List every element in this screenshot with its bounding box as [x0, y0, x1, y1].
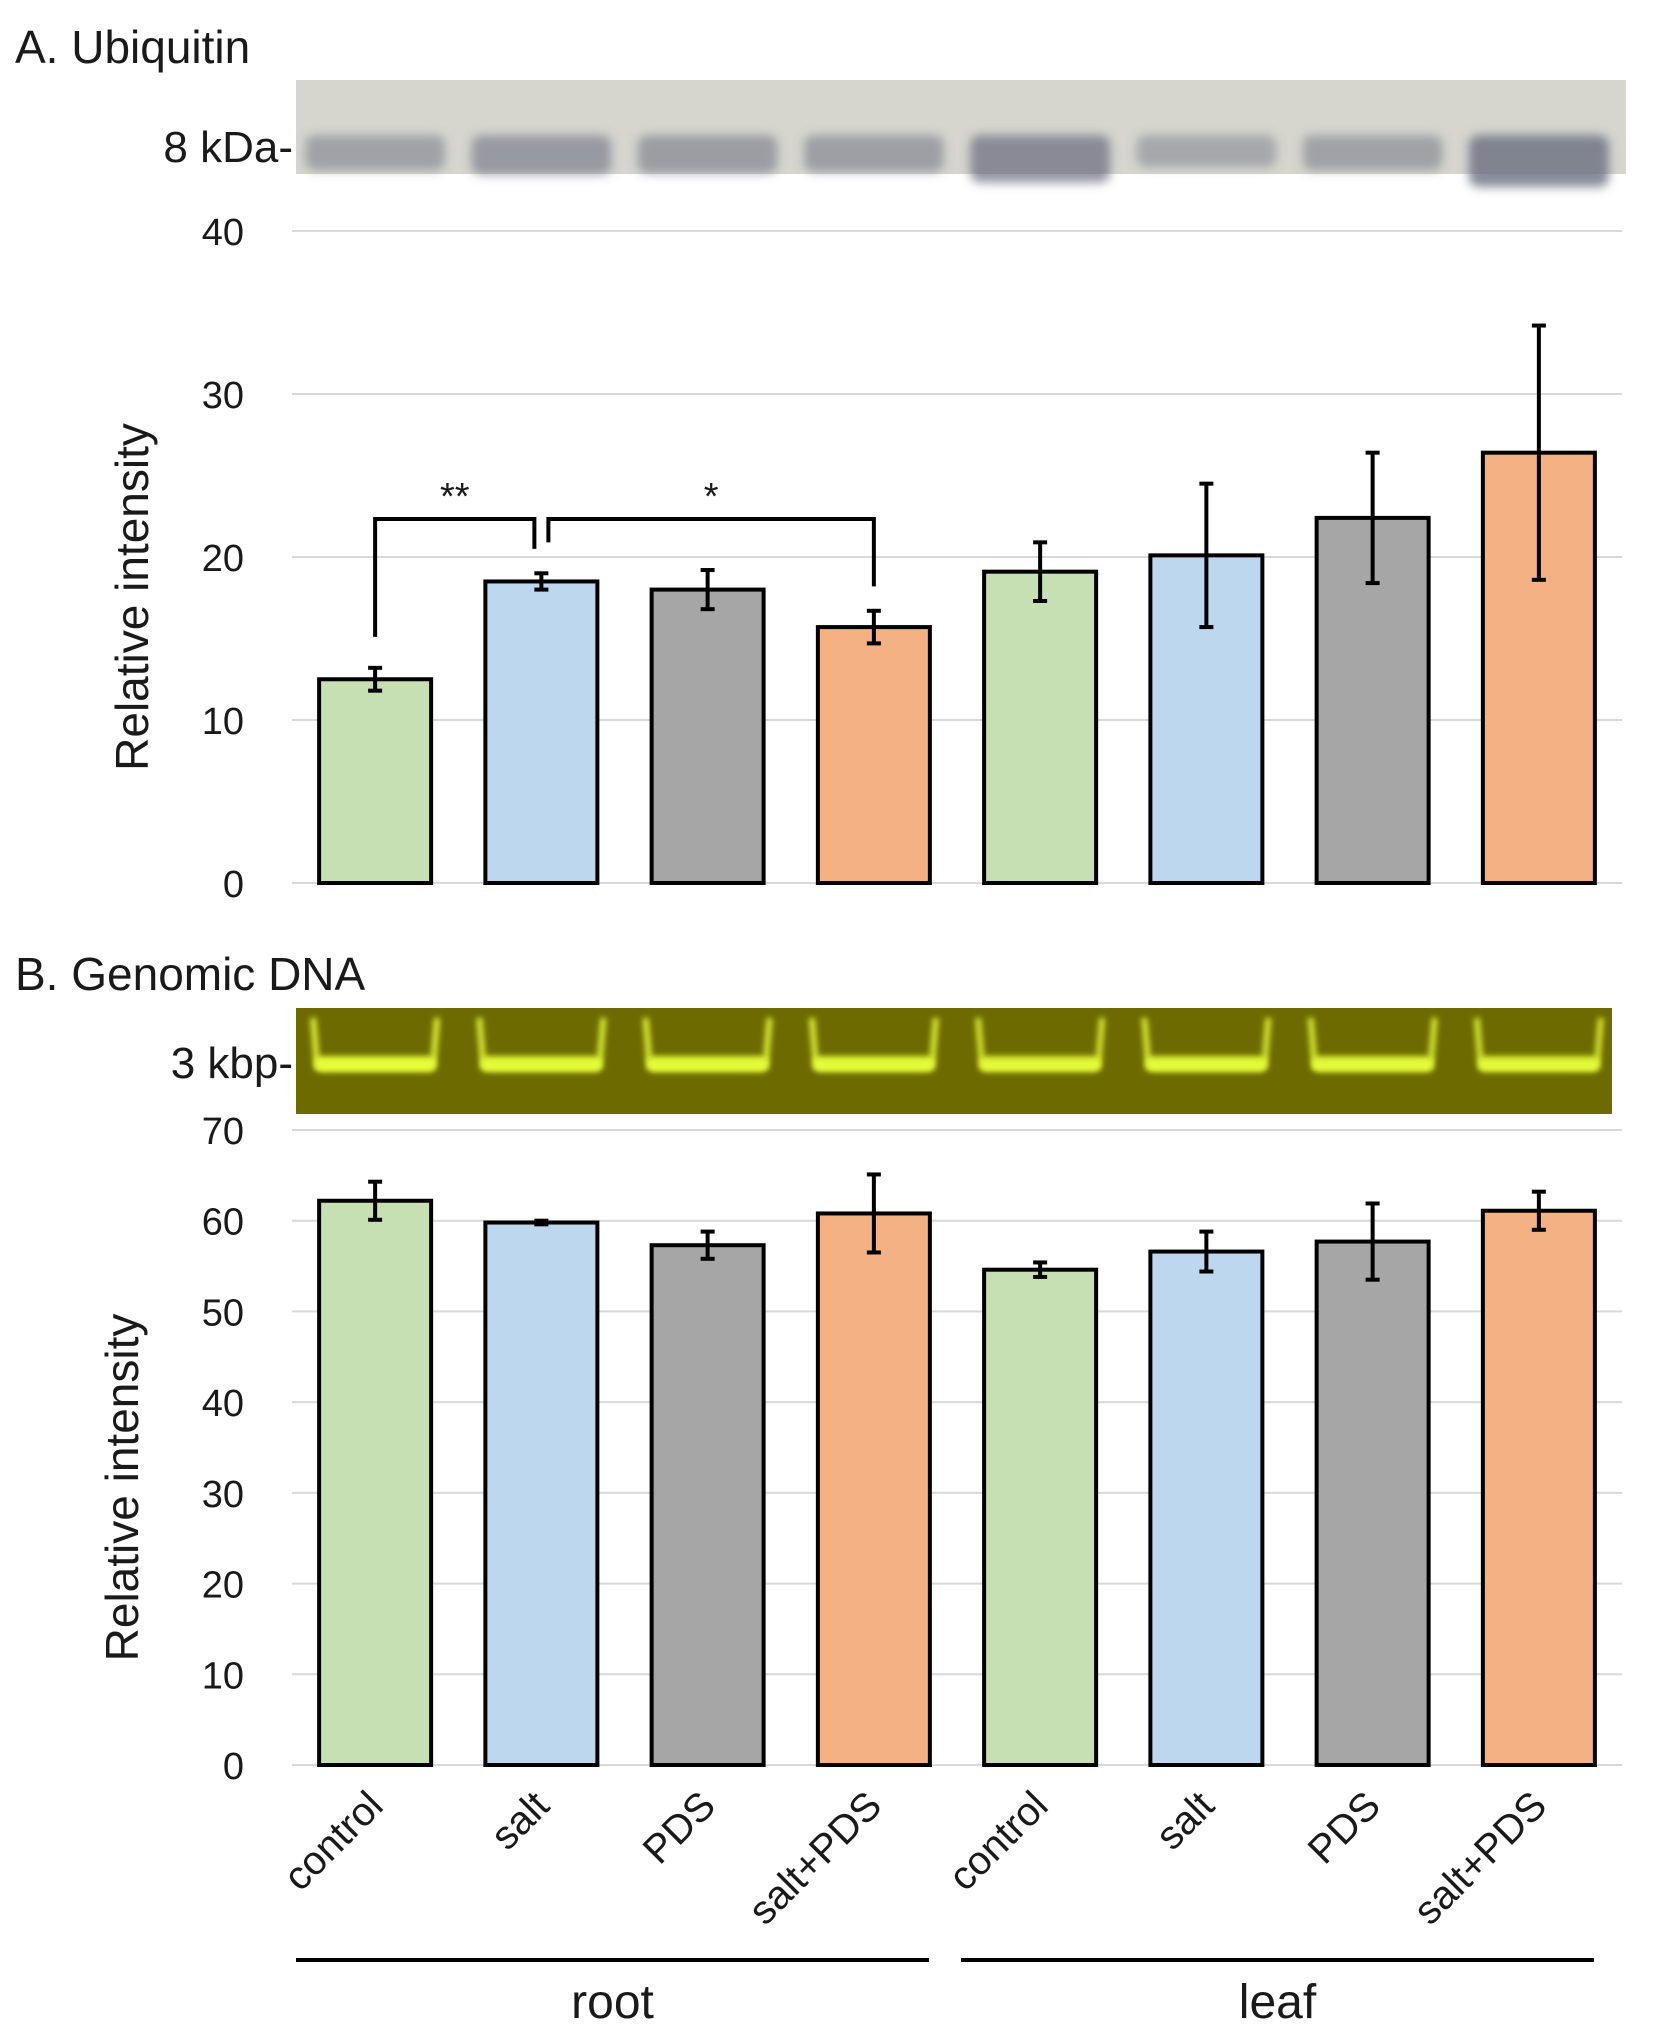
bar: [483, 1220, 600, 1767]
y-tick-label: 0: [223, 864, 244, 906]
bar: [1480, 1208, 1597, 1767]
bar: [1314, 1239, 1431, 1768]
chart-genomic-dna: 0 10 20 30 40 50 60 70 Relative intensity: [96, 1111, 1622, 1788]
y-tick-label: 50: [202, 1292, 244, 1334]
gel-band: [813, 1056, 934, 1072]
x-tick-label: salt: [1148, 1783, 1223, 1858]
gel-band: [980, 1056, 1101, 1072]
gel-bands: [310, 1017, 1604, 1072]
significance-label: **: [440, 476, 470, 518]
y-tick-label: 60: [202, 1202, 244, 1244]
blot-band: [305, 135, 446, 171]
significance-label: *: [704, 476, 719, 518]
bar: [649, 1243, 766, 1767]
panel-b-title: B. Genomic DNA: [15, 948, 366, 1000]
x-tick-label: control: [275, 1783, 391, 1899]
blot-band: [1302, 135, 1443, 171]
blot-band: [970, 135, 1111, 183]
panel-a-title: A. Ubiquitin: [15, 21, 250, 73]
y-tick-label: 40: [202, 1383, 244, 1425]
bar: [815, 1211, 932, 1767]
x-tick-label: salt: [483, 1783, 558, 1858]
bar: [1148, 553, 1265, 885]
blot-band: [1468, 135, 1609, 187]
blot-band: [471, 135, 612, 175]
blot-marker-label: 8 kDa-: [163, 123, 293, 172]
y-axis-label: Relative intensity: [96, 1314, 148, 1662]
significance-bracket: [373, 516, 537, 637]
bar: [317, 1198, 434, 1768]
x-tick-label: PDS: [1300, 1783, 1389, 1872]
bar: [1148, 1249, 1265, 1767]
category-labels: control salt PDS salt+PDS control salt PDS salt…: [275, 1783, 1555, 1933]
gel-band: [481, 1056, 602, 1072]
gel-band: [647, 1056, 768, 1072]
y-tick-label: 10: [202, 701, 244, 743]
bar: [483, 579, 600, 885]
blot-bands: [305, 135, 1609, 187]
western-blot: [296, 80, 1626, 187]
gel-band: [1478, 1056, 1599, 1072]
blot-band: [637, 135, 778, 174]
y-axis-label: Relative intensity: [106, 423, 158, 771]
panel-b: B. Genomic DNA 3 kbp- 0 10 20 30 40 50 60 70 Rel…: [15, 948, 1622, 1788]
x-tick-label: salt+PDS: [740, 1783, 890, 1933]
bar: [982, 1267, 1099, 1767]
x-tick-label: control: [940, 1783, 1056, 1899]
bar: [982, 569, 1099, 885]
group-label: leaf: [1239, 1976, 1317, 2029]
gel-marker-label: 3 kbp-: [171, 1039, 293, 1088]
x-tick-label: PDS: [635, 1783, 724, 1872]
y-tick-label: 20: [202, 538, 244, 580]
bar: [649, 587, 766, 885]
significance-bracket: [546, 516, 876, 587]
group-label: root: [571, 1976, 654, 2029]
gel-band: [1146, 1056, 1267, 1072]
blot-band: [1136, 135, 1277, 168]
y-tick-label: 30: [202, 375, 244, 417]
x-tick-label: salt+PDS: [1405, 1783, 1555, 1933]
y-tick-label: 20: [202, 1565, 244, 1607]
bar: [317, 677, 434, 885]
group-labels: root leaf: [296, 1958, 1594, 2029]
y-tick-label: 40: [202, 212, 244, 254]
bar: [815, 625, 932, 886]
gel-band: [1312, 1056, 1433, 1072]
dna-gel: [296, 1008, 1612, 1114]
panel-a: A. Ubiquitin 8 kDa- 0 10 20 30 40 Relative in…: [15, 21, 1626, 906]
blot-band: [803, 135, 944, 172]
y-tick-label: 70: [202, 1111, 244, 1153]
y-tick-label: 30: [202, 1474, 244, 1516]
y-tick-label: 0: [223, 1746, 244, 1788]
gel-band: [315, 1056, 436, 1072]
y-tick-label: 10: [202, 1655, 244, 1697]
